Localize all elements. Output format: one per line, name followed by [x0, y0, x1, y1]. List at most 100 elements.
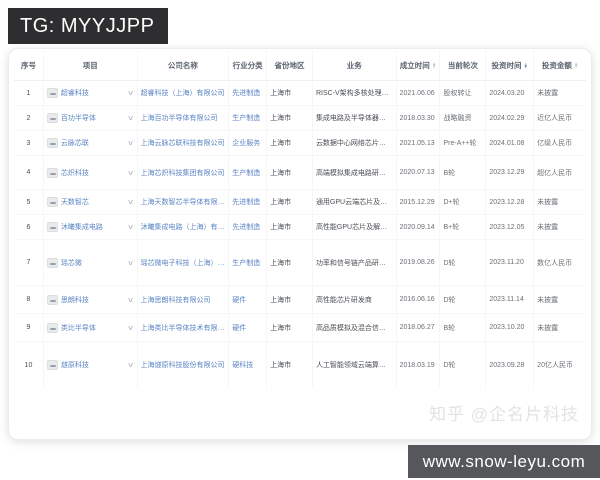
column-header-1: 项目 [44, 51, 138, 80]
chevron-down-icon[interactable]: ∨ [127, 296, 135, 304]
industry-tag-link[interactable]: 生产制造 [232, 259, 261, 267]
chevron-down-icon[interactable]: ∨ [127, 362, 135, 369]
table-cell: 近亿人民币 [534, 106, 586, 130]
table-row: 7 瑶芯微 ∨ 瑶芯微电子科技（上海）有… 生产制造 上海市 功率和信号链产品研… 2019.… [14, 240, 586, 286]
industry-tag-link[interactable]: 生产制造 [232, 169, 261, 177]
table-cell: 战略融资 [440, 106, 487, 130]
business-text: 高品质模拟及混合信… [315, 324, 386, 332]
industry-tag-link[interactable]: 硬科技 [232, 362, 254, 369]
table-cell: 未披露 [534, 215, 586, 239]
invest-amount: 数亿人民币 [537, 259, 573, 267]
chevron-down-icon[interactable]: ∨ [127, 199, 135, 206]
company-name-link[interactable]: 上海思朗科技有限公司 [140, 296, 211, 304]
business-text: 功率和信号链产品研… [315, 259, 386, 267]
project-link[interactable]: 燧原科技 [60, 362, 89, 369]
invest-amount: 20亿人民币 [537, 362, 573, 369]
row-number: 1 [26, 89, 31, 97]
invest-date: 2023.09.28 [489, 361, 525, 369]
chevron-down-icon[interactable]: ∨ [127, 90, 135, 97]
table-cell: 硬件 [229, 286, 268, 313]
table-cell: 5 [14, 190, 44, 214]
company-name-link[interactable]: 超睿科技（上海）有限公司 [140, 90, 225, 97]
table-cell: 2020.09.14 [397, 215, 441, 239]
company-name-link[interactable]: 上海云脉芯联科技有限公司 [140, 140, 225, 147]
company-name-link[interactable]: 上海类比半导体技术有限公司 [140, 324, 226, 332]
project-cell: 类比半导体 ∨ [44, 314, 138, 341]
sort-control[interactable]: ▲ ▼ [574, 61, 578, 68]
business-text: 高性能GPU芯片及解… [315, 224, 388, 231]
chevron-down-icon[interactable]: ∨ [127, 324, 135, 332]
sort-control[interactable]: ▲ ▼ [524, 61, 528, 68]
region-text: 上海市 [270, 90, 292, 97]
funding-round: D+轮 [443, 199, 460, 206]
project-link[interactable]: 芯炽科技 [60, 169, 89, 177]
site-url-label: www.snow-leyu.com [422, 451, 586, 471]
table-cell: 上海市 [267, 156, 313, 189]
business-text: 集成电路及半导体器… [315, 115, 386, 122]
table-cell: 上海市 [267, 342, 313, 388]
table-row: 8 思朗科技 ∨ 上海思朗科技有限公司 硬件 上海市 高性能芯片研发商 2016.06.16 D… [14, 286, 586, 314]
invest-amount: 亿级人民币 [537, 140, 573, 147]
row-number: 10 [24, 361, 33, 369]
project-link[interactable]: 云脉芯联 [60, 140, 89, 147]
table-cell: 上海市 [267, 240, 313, 285]
chevron-down-icon[interactable]: ∨ [127, 115, 135, 122]
region-text: 上海市 [270, 224, 292, 231]
chevron-down-icon[interactable]: ∨ [127, 140, 135, 147]
column-header-6[interactable]: 成立时间 ▲ ▼ [397, 51, 441, 80]
funding-round: D轮 [443, 259, 456, 267]
project-link[interactable]: 思朗科技 [60, 296, 89, 304]
table-cell: 2023.12.05 [486, 215, 535, 239]
chevron-down-icon[interactable]: ∨ [127, 224, 135, 231]
column-header-label: 投资时间 [491, 61, 522, 70]
industry-tag-link[interactable]: 先进制造 [232, 90, 261, 97]
watermark: 知乎 @企名片科技 [429, 405, 579, 424]
table-cell: 2023.09.28 [486, 342, 535, 388]
industry-tag-link[interactable]: 生产制造 [232, 115, 261, 122]
company-name-link[interactable]: 上海百功半导体有限公司 [140, 115, 218, 122]
table-cell: 8 [14, 286, 44, 313]
table-cell: B轮 [440, 314, 487, 341]
table-row: 9 类比半导体 ∨ 上海类比半导体技术有限公司 硬件 上海市 高品质模拟及混合信… 2018.… [14, 314, 586, 342]
table-cell: 2018.06.27 [397, 314, 441, 341]
row-number: 7 [26, 259, 31, 266]
company-name-link[interactable]: 沐曦集成电路（上海）有限… [140, 224, 226, 231]
project-link[interactable]: 百功半导体 [60, 115, 96, 122]
project-cell: 思朗科技 ∨ [44, 286, 138, 313]
table-cell: 上海云脉芯联科技有限公司 [138, 131, 230, 155]
table-row: 1 超睿科技 ∨ 超睿科技（上海）有限公司 先进制造 上海市 RISC-V架构多核处理… 20… [14, 81, 586, 106]
invest-date: 2023.12.28 [489, 198, 525, 206]
industry-tag-link[interactable]: 硬件 [232, 324, 247, 332]
business-text: 云数据中心网络芯片… [315, 140, 386, 147]
company-name-link[interactable]: 上海芯炽科技集团有限公司 [140, 169, 225, 177]
project-cell: 沐曦集成电路 ∨ [44, 215, 138, 239]
tg-badge-label: TG: MYYJJPP [20, 14, 155, 37]
chevron-down-icon[interactable]: ∨ [127, 169, 135, 177]
founded-date: 2019.08.26 [399, 259, 435, 266]
business-text: 高性能芯片研发商 [315, 296, 372, 304]
column-header-8[interactable]: 投资时间 ▲ ▼ [486, 51, 535, 80]
sort-control[interactable]: ▲ ▼ [432, 61, 436, 68]
project-link[interactable]: 超睿科技 [60, 90, 89, 97]
column-header-9[interactable]: 投资金额 ▲ ▼ [534, 51, 586, 80]
industry-tag-link[interactable]: 硬件 [232, 296, 247, 304]
region-text: 上海市 [270, 140, 292, 147]
founded-date: 2021.05.13 [399, 139, 435, 147]
company-name-link[interactable]: 瑶芯微电子科技（上海）有… [140, 259, 226, 267]
industry-tag-link[interactable]: 企业服务 [232, 140, 261, 147]
project-link[interactable]: 沐曦集成电路 [60, 224, 103, 231]
company-name-link[interactable]: 上海天数智芯半导体有限公司 [140, 199, 226, 206]
project-link[interactable]: 天数智芯 [60, 199, 89, 206]
company-logo [46, 322, 58, 333]
funding-round: B轮 [443, 324, 456, 332]
project-link[interactable]: 类比半导体 [60, 324, 96, 332]
company-logo [46, 360, 58, 370]
company-name-link[interactable]: 上海燧原科技股份有限公司 [140, 362, 225, 369]
industry-tag-link[interactable]: 先进制造 [232, 224, 261, 231]
industry-tag-link[interactable]: 先进制造 [232, 199, 261, 206]
table-cell: 2021.05.13 [397, 131, 441, 155]
table-cell: 未披露 [534, 314, 586, 341]
region-text: 上海市 [270, 115, 292, 122]
project-link[interactable]: 瑶芯微 [60, 259, 82, 267]
chevron-down-icon[interactable]: ∨ [127, 259, 135, 267]
